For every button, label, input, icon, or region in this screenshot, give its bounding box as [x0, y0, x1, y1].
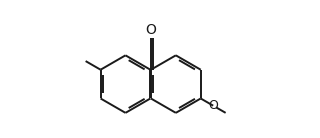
Text: O: O: [145, 23, 156, 37]
Text: O: O: [208, 99, 218, 112]
